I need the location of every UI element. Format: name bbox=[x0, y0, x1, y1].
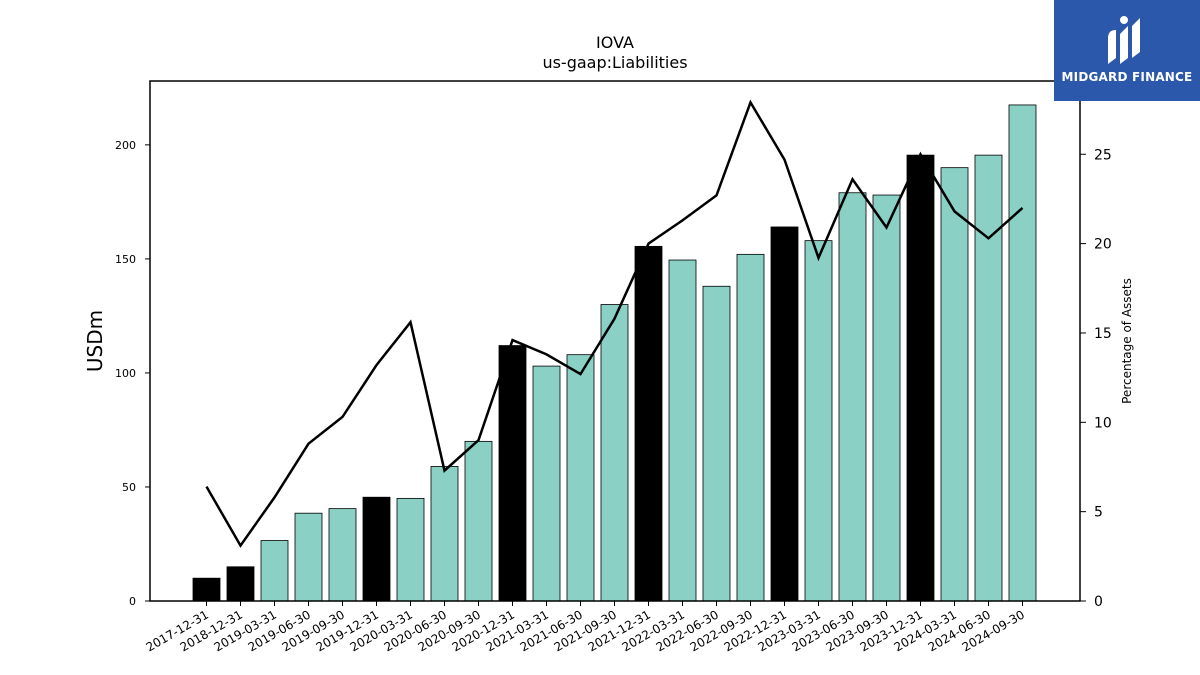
bar bbox=[362, 496, 391, 602]
bar bbox=[668, 259, 697, 602]
bar bbox=[974, 154, 1003, 602]
bar bbox=[294, 512, 323, 602]
y-tick-label: 0 bbox=[129, 595, 136, 608]
bar bbox=[260, 540, 289, 602]
y2-tick-label: 5 bbox=[1094, 505, 1103, 521]
bar bbox=[498, 345, 527, 602]
y2-tick-label: 10 bbox=[1094, 415, 1112, 431]
y-axis-left: 0 50 100 150 200 bbox=[115, 139, 150, 608]
bar bbox=[328, 508, 357, 602]
bar bbox=[1008, 104, 1037, 602]
y2-tick-label: 15 bbox=[1094, 326, 1112, 342]
bar bbox=[600, 304, 629, 602]
logo-text: MIDGARD FINANCE bbox=[1061, 70, 1193, 84]
y-tick-label: 100 bbox=[115, 367, 136, 380]
bar bbox=[634, 245, 663, 602]
y2-tick-label: 0 bbox=[1094, 594, 1103, 610]
y2-tick-label: 25 bbox=[1094, 147, 1112, 163]
bar bbox=[702, 285, 731, 602]
bar bbox=[736, 253, 765, 602]
y-tick-label: 200 bbox=[115, 139, 136, 152]
bar-series bbox=[192, 104, 1037, 602]
bar bbox=[770, 226, 799, 602]
bar bbox=[566, 354, 595, 602]
bar bbox=[430, 466, 459, 602]
bar bbox=[464, 440, 493, 602]
chart-title: IOVA bbox=[596, 33, 634, 52]
percentage-line bbox=[205, 99, 1024, 548]
y-axis-right: 0 5 10 15 20 25 bbox=[1080, 147, 1112, 610]
bar bbox=[396, 497, 425, 602]
bar bbox=[838, 192, 867, 602]
y-tick-label: 150 bbox=[115, 253, 136, 266]
bar bbox=[940, 167, 969, 602]
bar bbox=[906, 154, 935, 602]
percentage-line-series bbox=[205, 99, 1024, 548]
bar bbox=[226, 566, 255, 602]
bar bbox=[192, 577, 221, 602]
logo-mark-icon bbox=[1108, 16, 1140, 64]
y2-axis-label: Percentage of Assets bbox=[1120, 278, 1134, 404]
y2-tick-label: 20 bbox=[1094, 237, 1112, 253]
brand-logo: MIDGARD FINANCE bbox=[1054, 0, 1200, 101]
bar bbox=[532, 365, 561, 602]
bar bbox=[804, 240, 833, 602]
y-tick-label: 50 bbox=[122, 481, 136, 494]
chart-subtitle: us-gaap:Liabilities bbox=[542, 53, 687, 72]
x-axis: 2017-12-312018-12-312019-03-312019-06-30… bbox=[144, 601, 1027, 654]
y-axis-label: USDm bbox=[83, 310, 107, 372]
bar bbox=[872, 194, 901, 602]
